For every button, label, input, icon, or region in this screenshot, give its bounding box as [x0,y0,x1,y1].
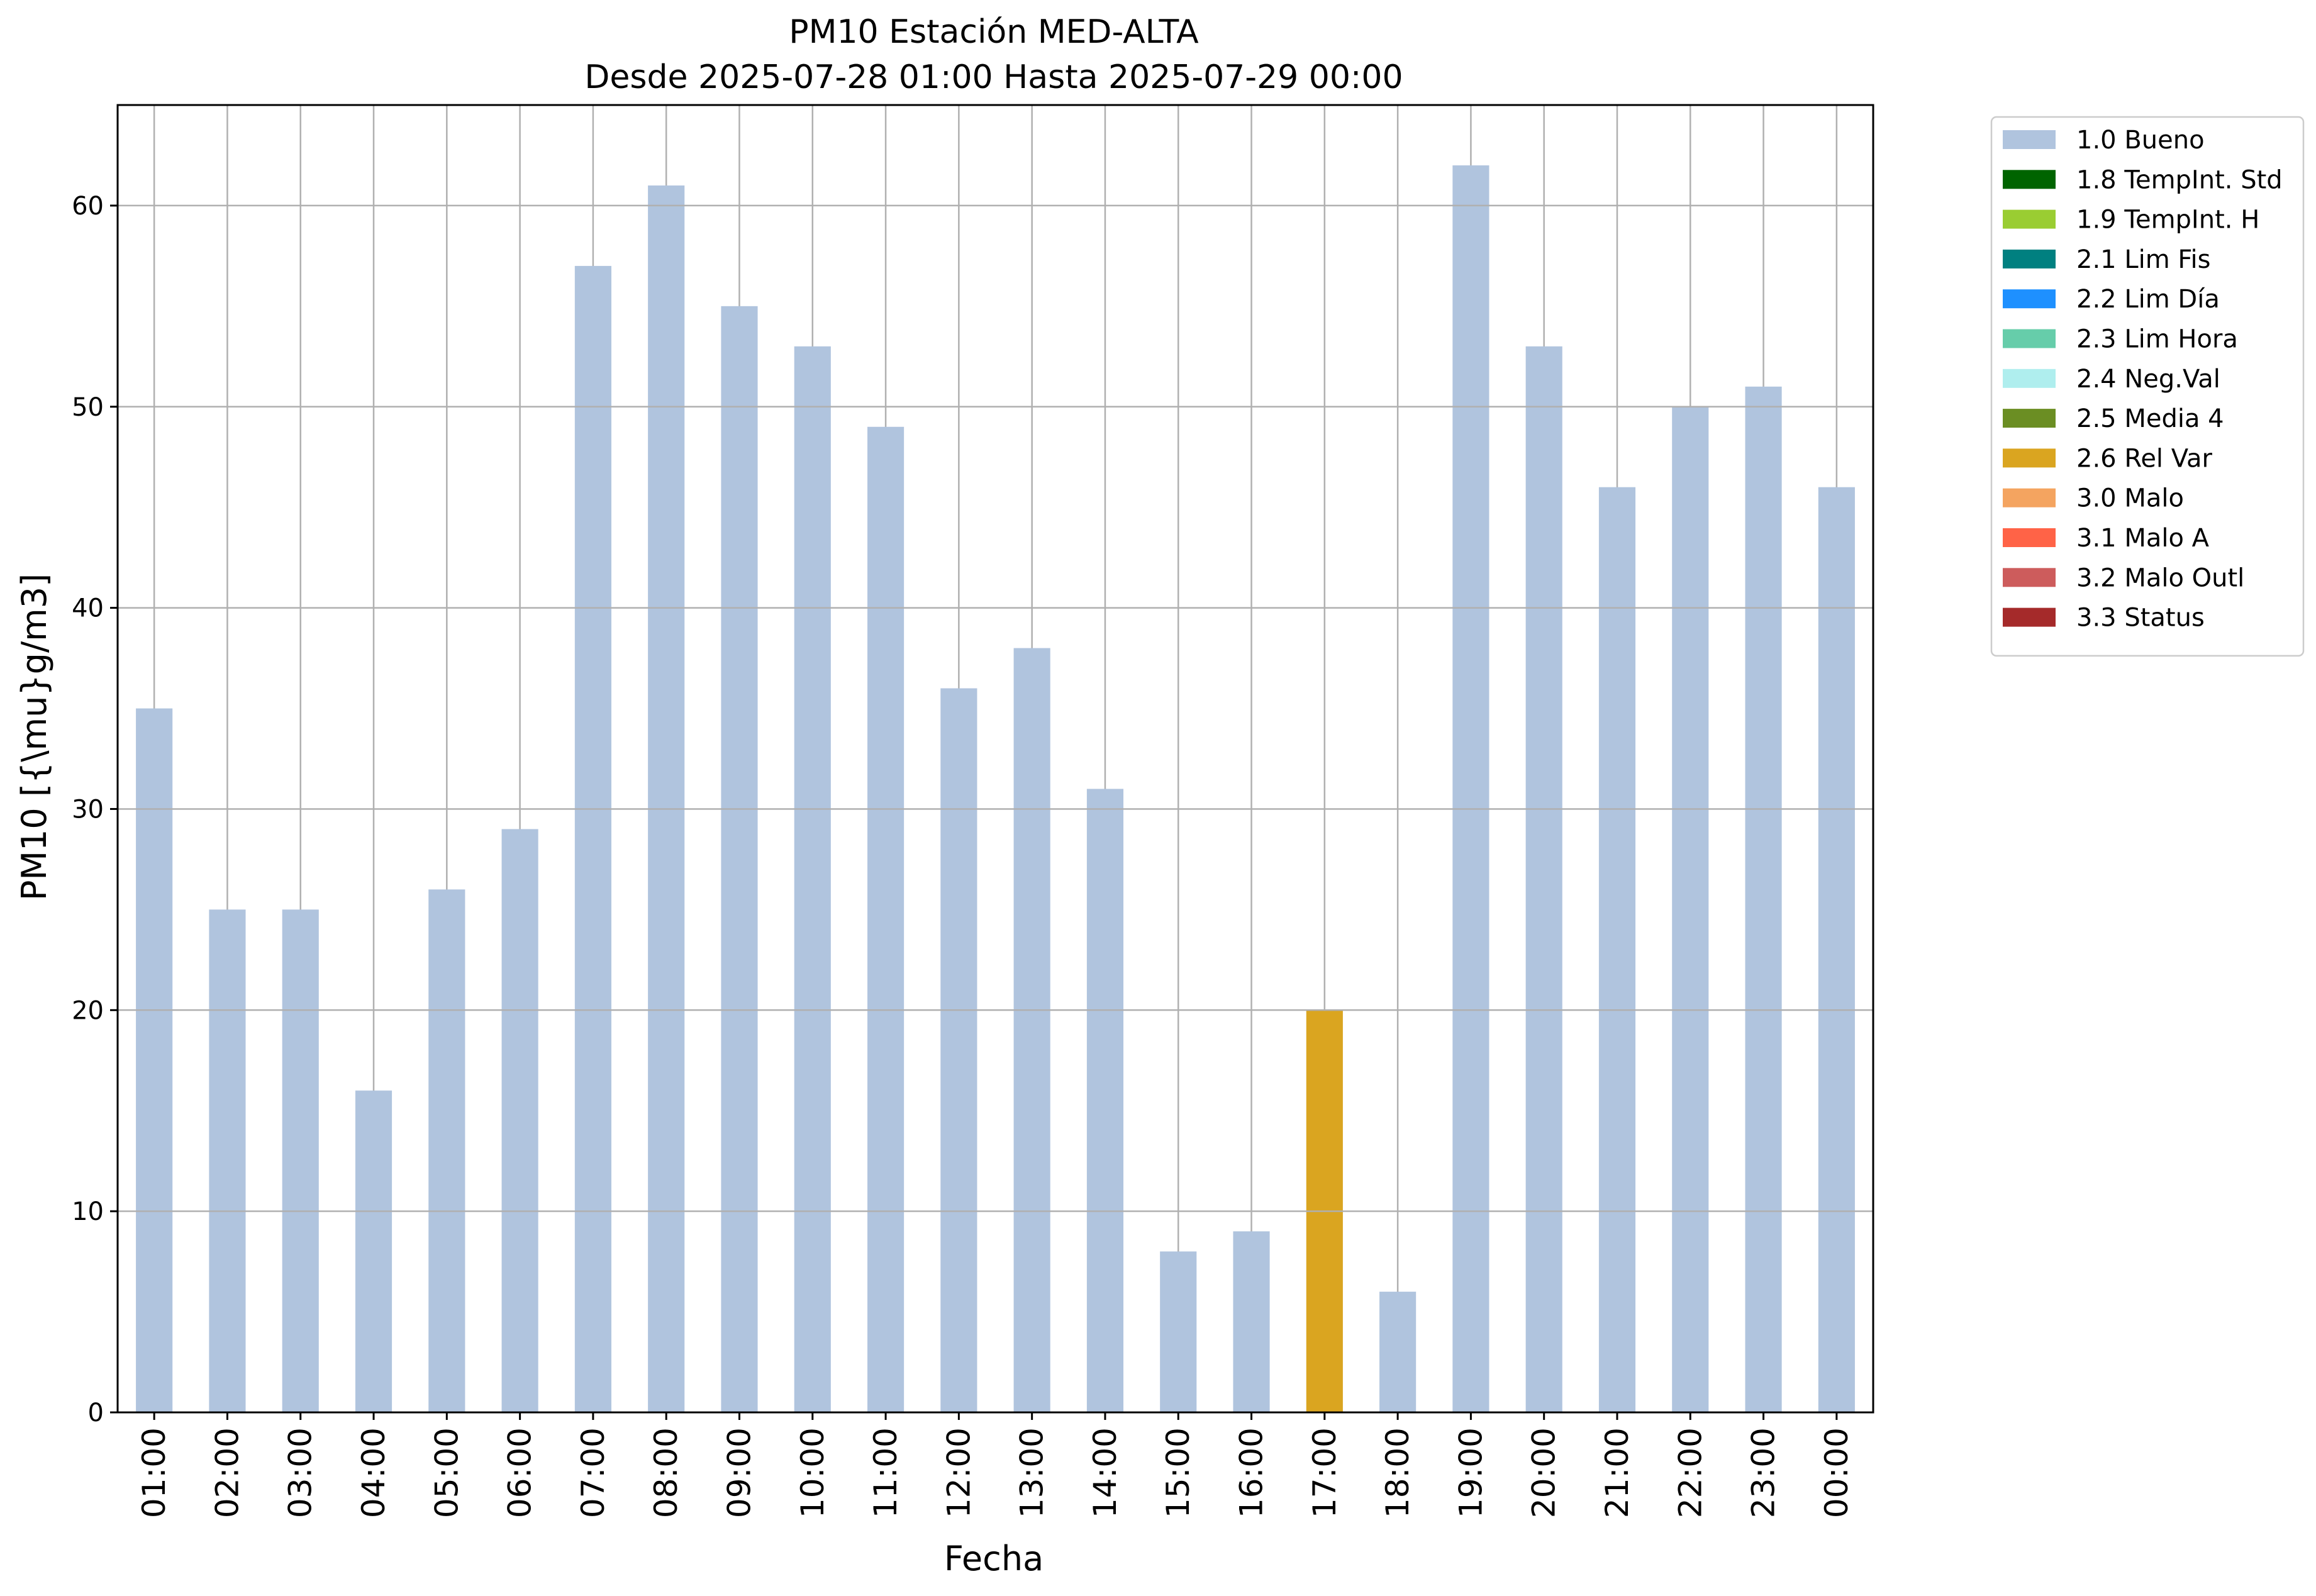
x-tick-label: 20:00 [1526,1427,1562,1518]
legend-swatch [2003,369,2056,388]
grid-layer [153,105,1838,1412]
y-tick-label: 40 [72,594,104,623]
x-tick-label: 01:00 [136,1427,172,1518]
bar [1233,1231,1270,1412]
y-tick-label: 30 [72,795,104,824]
legend-label: 2.1 Lim Fis [2076,245,2210,274]
bar [355,1090,392,1412]
legend-swatch [2003,289,2056,309]
bar [428,889,465,1412]
bar [648,185,685,1412]
legend-frame [1990,116,2305,657]
x-tick-label: 06:00 [502,1427,538,1518]
bar [1598,487,1636,1412]
bar [1818,487,1855,1412]
legend-label: 1.0 Bueno [2076,126,2205,155]
plot-frame [116,104,1874,1414]
bar [209,909,246,1412]
legend-swatch [2003,209,2056,229]
x-tick-label: 08:00 [648,1427,684,1518]
legend-swatch [2003,249,2056,269]
legend-swatch [2003,130,2056,149]
legend-swatch [2003,170,2056,189]
y-tick-label: 20 [72,996,104,1025]
x-tick-label: 04:00 [355,1427,392,1518]
y-tick-label: 50 [72,393,104,422]
bar [501,829,538,1412]
y-axis-label: PM10 [{\mu}g/m3] [14,574,54,901]
legend-swatch [2003,528,2056,547]
bar [794,346,831,1412]
x-tick-label: 22:00 [1672,1427,1708,1518]
legend-label: 2.3 Lim Hora [2076,325,2238,354]
legend-swatch [2003,488,2056,507]
x-tick-label: 13:00 [1014,1427,1050,1518]
bar [574,265,611,1412]
x-tick-label: 14:00 [1087,1427,1123,1518]
bar [136,708,173,1412]
legend-label: 2.5 Media 4 [2076,404,2224,433]
bar [867,426,905,1412]
legend-label: 3.0 Malo [2076,484,2184,513]
x-tick-label: 03:00 [282,1427,319,1518]
chart-title: PM10 Estación MED-ALTA [789,13,1199,51]
legend-label: 3.1 Malo A [2076,524,2210,553]
y-tick-label: 60 [72,192,104,221]
x-tick-label: 12:00 [940,1427,977,1518]
legend-swatch [2003,568,2056,587]
x-tick-label: 10:00 [794,1427,831,1518]
x-tick-label: 09:00 [721,1427,757,1518]
bar [1086,789,1124,1412]
legend-label: 2.6 Rel Var [2076,444,2213,473]
legend-label: 2.4 Neg.Val [2076,365,2220,394]
bar [1745,386,1782,1412]
legend-label: 3.2 Malo Outl [2076,563,2244,592]
x-tick-label: 19:00 [1452,1427,1489,1518]
bar [1013,648,1050,1412]
x-tick-label: 07:00 [575,1427,611,1518]
bar [1379,1292,1417,1412]
bar [1160,1251,1197,1412]
legend-swatch [2003,329,2056,348]
x-tick-label: 02:00 [209,1427,245,1518]
x-tick-label: 00:00 [1818,1427,1855,1518]
bar-layer [136,165,1855,1412]
legend-label: 2.2 Lim Día [2076,285,2220,314]
legend-swatch [2003,607,2056,627]
bar [721,306,758,1412]
chart-subtitle: Desde 2025-07-28 01:00 Hasta 2025-07-29 … [584,58,1403,96]
bar [1525,346,1562,1412]
y-tick-label: 10 [72,1197,104,1226]
legend-swatch [2003,409,2056,428]
x-tick-label: 05:00 [428,1427,465,1518]
x-tick-label: 16:00 [1233,1427,1270,1518]
legend-label: 1.8 TempInt. Std [2076,165,2283,194]
legend: 1.0 Bueno 1.8 TempInt. Std 1.9 TempInt. H 2… [1990,116,2305,657]
legend-label: 3.3 Status [2076,604,2205,633]
x-tick-label: 15:00 [1160,1427,1196,1518]
legend-label: 1.9 TempInt. H [2076,206,2259,235]
legend-swatch [2003,448,2056,468]
x-axis-label: Fecha [944,1539,1044,1578]
bar [940,688,977,1412]
x-tick-label: 11:00 [867,1427,904,1518]
x-tick-label: 23:00 [1745,1427,1782,1518]
bar [1672,406,1709,1412]
x-tick-label: 21:00 [1599,1427,1635,1518]
axis-layer: 0 10 20 30 40 50 60 01:00 02:00 03:00 04:00 05:00 06… [72,104,1874,1518]
x-tick-label: 17:00 [1306,1427,1343,1518]
y-tick-label: 0 [88,1399,104,1427]
x-tick-label: 18:00 [1379,1427,1416,1518]
bar [1452,165,1489,1412]
bar [282,909,319,1412]
